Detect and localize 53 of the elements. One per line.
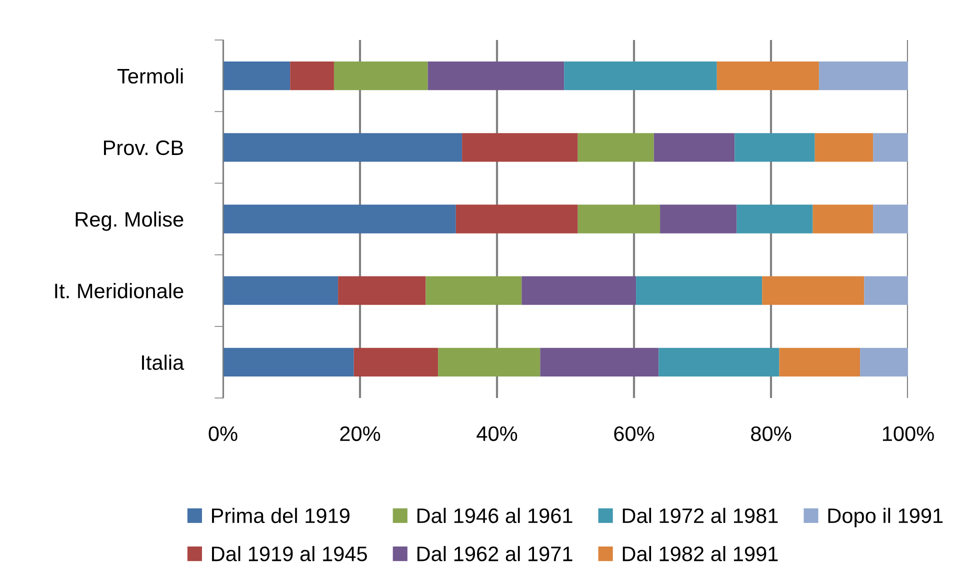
y-tick-label: Italia	[142, 354, 184, 370]
bar	[636, 276, 762, 305]
x-tick-label: 100%	[882, 426, 934, 442]
bar	[540, 348, 659, 377]
bar	[578, 133, 654, 162]
bar	[873, 133, 908, 162]
bar	[812, 204, 874, 234]
bar	[734, 133, 815, 162]
x-tick-label: 60%	[614, 426, 654, 442]
legend-label: Dal 1972 al 1981	[622, 508, 778, 524]
bar	[223, 133, 462, 162]
bar	[660, 204, 737, 234]
bar	[223, 204, 456, 234]
bar	[456, 204, 578, 234]
x-tick-label: 40%	[476, 426, 518, 442]
bar	[779, 348, 860, 377]
bar	[564, 61, 717, 90]
y-tick-label: Termoli	[117, 68, 183, 84]
bar	[814, 133, 874, 162]
bar	[223, 61, 290, 90]
bar	[522, 276, 636, 305]
bar	[736, 204, 813, 234]
bar	[654, 133, 735, 162]
bar	[578, 204, 660, 234]
x-tick-label: 20%	[340, 426, 380, 442]
bar	[334, 61, 428, 90]
bar	[426, 276, 522, 305]
bar	[338, 276, 426, 305]
bar	[438, 348, 540, 377]
bar	[354, 348, 438, 377]
bar	[223, 348, 354, 377]
y-tick-label: Prov. CB	[104, 140, 184, 156]
x-tick-label: 0%	[208, 426, 238, 442]
x-tick-label: 80%	[751, 426, 792, 442]
bar	[658, 348, 780, 377]
y-tick-label: It. Meridionale	[55, 283, 184, 298]
bar	[873, 204, 908, 234]
legend-label: Dal 1946 al 1961	[417, 508, 572, 524]
bar	[462, 133, 578, 162]
y-tick-label: Reg. Molise	[76, 211, 184, 231]
bar	[864, 276, 908, 305]
legend-label: Dal 1982 al 1991	[622, 546, 778, 562]
bar	[428, 61, 564, 90]
legend-label: Prima del 1919	[212, 508, 350, 524]
bar	[818, 61, 908, 90]
legend-label: Dopo il 1991	[828, 508, 943, 528]
bar	[860, 348, 908, 377]
legend-label: Dal 1919 al 1945	[212, 546, 367, 562]
legend-label: Dal 1962 al 1971	[417, 546, 572, 562]
bar	[290, 61, 334, 90]
bar	[223, 276, 338, 305]
bar	[762, 276, 864, 305]
bar	[716, 61, 819, 90]
